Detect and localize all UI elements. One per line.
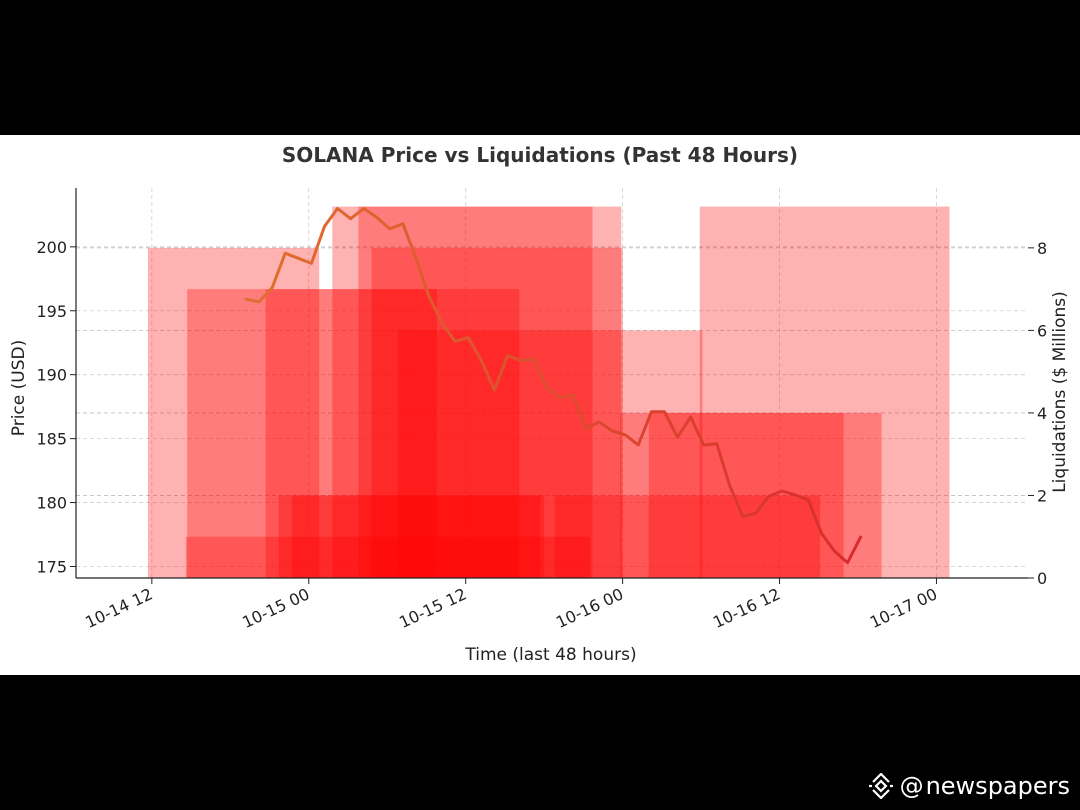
price-line xyxy=(244,207,863,565)
y-right-tick-label: 6 xyxy=(1037,321,1047,340)
y-left-tick-label: 200 xyxy=(36,238,67,257)
watermark: @ newspapers xyxy=(868,772,1070,800)
y-right-tick-label: 0 xyxy=(1037,569,1047,588)
liquidation-bar xyxy=(397,330,703,578)
y-left-tick-label: 185 xyxy=(36,430,67,449)
y-left-tick-label: 180 xyxy=(36,494,67,513)
liquidation-bar xyxy=(147,247,320,578)
liquidation-bar xyxy=(358,206,622,579)
y-left-tick-label: 190 xyxy=(36,366,67,385)
watermark-text: newspapers xyxy=(925,772,1070,800)
liquidation-bars xyxy=(147,206,950,579)
x-tick-label: 10-15 00 xyxy=(239,584,312,632)
liquidation-bar xyxy=(291,495,545,578)
liquidation-bar xyxy=(648,412,882,578)
x-tick-label: 10-16 00 xyxy=(553,584,626,632)
x-tick-label: 10-15 12 xyxy=(396,584,469,632)
liquidation-bar xyxy=(554,495,821,578)
axes xyxy=(75,188,1028,579)
x-axis-label: Time (last 48 hours) xyxy=(464,645,636,665)
grid xyxy=(76,188,1028,578)
watermark-at-symbol: @ xyxy=(899,772,924,800)
diamond-logo-icon xyxy=(868,773,893,799)
chart-panel: SOLANA Price vs Liquidations (Past 48 Ho… xyxy=(0,135,1080,675)
y-axis-right-label: Liquidations ($ Millions) xyxy=(1050,291,1070,493)
y-left-tick-label: 175 xyxy=(36,557,67,576)
x-tick-label: 10-14 12 xyxy=(82,584,155,632)
y-left-ticks: 175 180 185 190 195 200 xyxy=(36,238,76,576)
y-left-tick-label: 195 xyxy=(36,302,67,321)
liquidation-bar xyxy=(185,536,590,578)
y-right-tick-label: 8 xyxy=(1037,239,1047,258)
liquidation-bar xyxy=(332,206,593,579)
x-tick-label: 10-17 00 xyxy=(867,584,940,632)
y-right-ticks: 0 2 4 6 8 xyxy=(1028,239,1047,588)
y-axis-left-label: Price (USD) xyxy=(9,340,29,436)
liquidation-bar xyxy=(265,289,437,578)
liquidation-bar xyxy=(278,495,541,578)
price-liquidation-chart: SOLANA Price vs Liquidations (Past 48 Ho… xyxy=(9,143,1070,665)
x-tick-label: 10-16 12 xyxy=(710,584,783,632)
liquidation-bar xyxy=(187,289,520,578)
chart-title: SOLANA Price vs Liquidations (Past 48 Ho… xyxy=(282,143,798,167)
y-right-tick-label: 2 xyxy=(1037,486,1047,505)
liquidation-bar xyxy=(620,412,844,578)
x-axis-ticks: 10-14 12 10-15 00 10-15 12 10-16 00 10-16 12… xyxy=(82,578,940,632)
price-series-line xyxy=(244,207,863,565)
y-right-tick-label: 4 xyxy=(1037,404,1047,423)
